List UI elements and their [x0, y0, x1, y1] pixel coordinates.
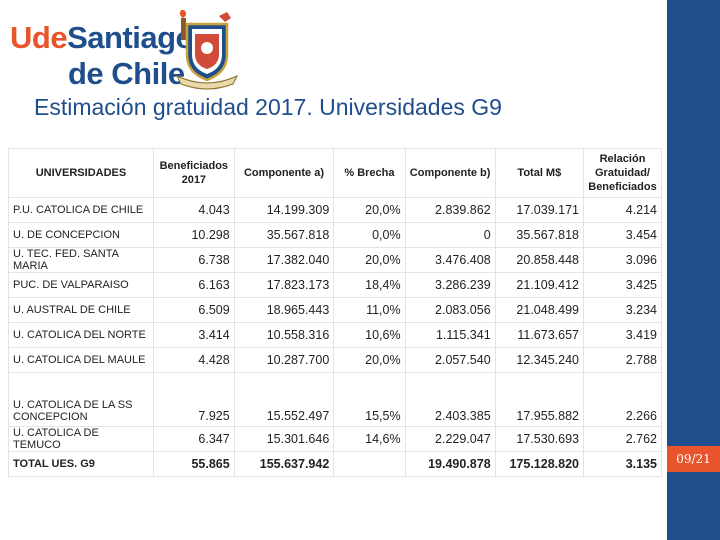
cell-componente-a: 15.301.646 [233, 426, 335, 452]
cell-brecha [333, 451, 406, 477]
cell-beneficiados: 6.347 [152, 426, 235, 452]
cell-brecha: 14,6% [333, 426, 406, 452]
cell-brecha: 18,4% [333, 272, 406, 298]
cell-brecha: 20,0% [333, 347, 406, 373]
cell-university: P.U. CATOLICA DE CHILE [8, 197, 154, 223]
cell-componente-a: 17.382.040 [233, 247, 335, 273]
cell-componente-b: 3.476.408 [404, 247, 496, 273]
cell-beneficiados: 4.043 [152, 197, 235, 223]
cell-brecha: 0,0% [333, 222, 406, 248]
cell-relacion: 2.266 [582, 372, 663, 427]
cell-componente-b: 19.490.878 [404, 451, 496, 477]
cell-total: 17.530.693 [494, 426, 584, 452]
cell-beneficiados: 55.865 [152, 451, 235, 477]
cell-brecha: 10,6% [333, 322, 406, 348]
cell-componente-a: 15.552.497 [233, 372, 335, 427]
cell-university: U. AUSTRAL DE CHILE [8, 297, 154, 323]
cell-componente-b: 2.403.385 [404, 372, 496, 427]
cell-componente-a: 10.287.700 [233, 347, 335, 373]
cell-relacion: 3.425 [582, 272, 663, 298]
header-beneficiados: Beneficiados 2017 [152, 148, 235, 198]
universities-table: UNIVERSIDADES Beneficiados 2017 Componen… [8, 148, 663, 477]
cell-relacion: 3.135 [582, 451, 663, 477]
cell-university: U. CATOLICA DEL MAULE [8, 347, 154, 373]
header-componente-b: Componente b) [404, 148, 496, 198]
cell-componente-a: 17.823.173 [233, 272, 335, 298]
table-total-row: TOTAL UES. G9 55.865 155.637.942 19.490.… [8, 451, 663, 477]
cell-relacion: 3.419 [582, 322, 663, 348]
cell-componente-b: 2.839.862 [404, 197, 496, 223]
cell-total: 21.048.499 [494, 297, 584, 323]
cell-relacion: 3.096 [582, 247, 663, 273]
logo-wordmark-line1: UdeSantiago [10, 20, 194, 56]
table-row: U. CATOLICA DEL MAULE 4.428 10.287.700 2… [8, 347, 663, 373]
table-header-row: UNIVERSIDADES Beneficiados 2017 Componen… [8, 148, 663, 198]
cell-total: 17.039.171 [494, 197, 584, 223]
cell-university: PUC. DE VALPARAISO [8, 272, 154, 298]
cell-total: 12.345.240 [494, 347, 584, 373]
cell-beneficiados: 6.509 [152, 297, 235, 323]
cell-relacion: 3.454 [582, 222, 663, 248]
cell-relacion: 2.762 [582, 426, 663, 452]
cell-beneficiados: 6.163 [152, 272, 235, 298]
cell-componente-b: 1.115.341 [404, 322, 496, 348]
cell-beneficiados: 3.414 [152, 322, 235, 348]
header-total: Total M$ [494, 148, 584, 198]
cell-university: U. CATOLICA DE LA SS CONCEPCION [8, 372, 154, 427]
table-row: U. TEC. FED. SANTA MARIA 6.738 17.382.04… [8, 247, 663, 273]
university-seal-icon [175, 10, 239, 90]
table-row: U. AUSTRAL DE CHILE 6.509 18.965.443 11,… [8, 297, 663, 323]
table-row: U. DE CONCEPCION 10.298 35.567.818 0,0% … [8, 222, 663, 248]
logo-ude: Ude [10, 20, 68, 55]
cell-brecha: 11,0% [333, 297, 406, 323]
cell-university: U. CATOLICA DEL NORTE [8, 322, 154, 348]
cell-relacion: 2.788 [582, 347, 663, 373]
header-relacion: Relación Gratuidad/ Beneficiados [582, 148, 663, 198]
cell-beneficiados: 4.428 [152, 347, 235, 373]
cell-total-label: TOTAL UES. G9 [8, 451, 154, 477]
cell-componente-b: 2.057.540 [404, 347, 496, 373]
cell-relacion: 3.234 [582, 297, 663, 323]
cell-university: U. TEC. FED. SANTA MARIA [8, 247, 154, 273]
cell-componente-a: 10.558.316 [233, 322, 335, 348]
cell-componente-a: 14.199.309 [233, 197, 335, 223]
cell-componente-b: 3.286.239 [404, 272, 496, 298]
table-row: U. CATOLICA DE TEMUCO 6.347 15.301.646 1… [8, 426, 663, 452]
cell-brecha: 20,0% [333, 247, 406, 273]
cell-total: 21.109.412 [494, 272, 584, 298]
header-componente-a: Componente a) [233, 148, 335, 198]
table-row: U. CATOLICA DEL NORTE 3.414 10.558.316 1… [8, 322, 663, 348]
cell-beneficiados: 10.298 [152, 222, 235, 248]
cell-componente-a: 18.965.443 [233, 297, 335, 323]
slide-title: Estimación gratuidad 2017. Universidades… [34, 94, 502, 120]
logo-santiago: Santiago [67, 20, 194, 55]
cell-total: 175.128.820 [494, 451, 584, 477]
cell-brecha: 20,0% [333, 197, 406, 223]
page-number-badge: 09/21 [667, 446, 720, 472]
cell-componente-a: 155.637.942 [233, 451, 335, 477]
cell-componente-b: 2.229.047 [404, 426, 496, 452]
cell-total: 20.858.448 [494, 247, 584, 273]
table-row: P.U. CATOLICA DE CHILE 4.043 14.199.309 … [8, 197, 663, 223]
table-row: U. CATOLICA DE LA SS CONCEPCION 7.925 15… [8, 372, 663, 427]
cell-university: U. CATOLICA DE TEMUCO [8, 426, 154, 452]
cell-brecha: 15,5% [333, 372, 406, 427]
logo-wordmark-line2: de Chile [68, 56, 185, 91]
cell-university: U. DE CONCEPCION [8, 222, 154, 248]
cell-beneficiados: 6.738 [152, 247, 235, 273]
cell-beneficiados: 7.925 [152, 372, 235, 427]
cell-relacion: 4.214 [582, 197, 663, 223]
university-logo: UdeSantiago de Chile [8, 8, 248, 94]
table-row: PUC. DE VALPARAISO 6.163 17.823.173 18,4… [8, 272, 663, 298]
header-brecha: % Brecha [333, 148, 406, 198]
cell-total: 35.567.818 [494, 222, 584, 248]
cell-componente-a: 35.567.818 [233, 222, 335, 248]
header-universidades: UNIVERSIDADES [8, 148, 154, 198]
cell-componente-b: 0 [404, 222, 496, 248]
cell-total: 11.673.657 [494, 322, 584, 348]
cell-componente-b: 2.083.056 [404, 297, 496, 323]
cell-total: 17.955.882 [494, 372, 584, 427]
